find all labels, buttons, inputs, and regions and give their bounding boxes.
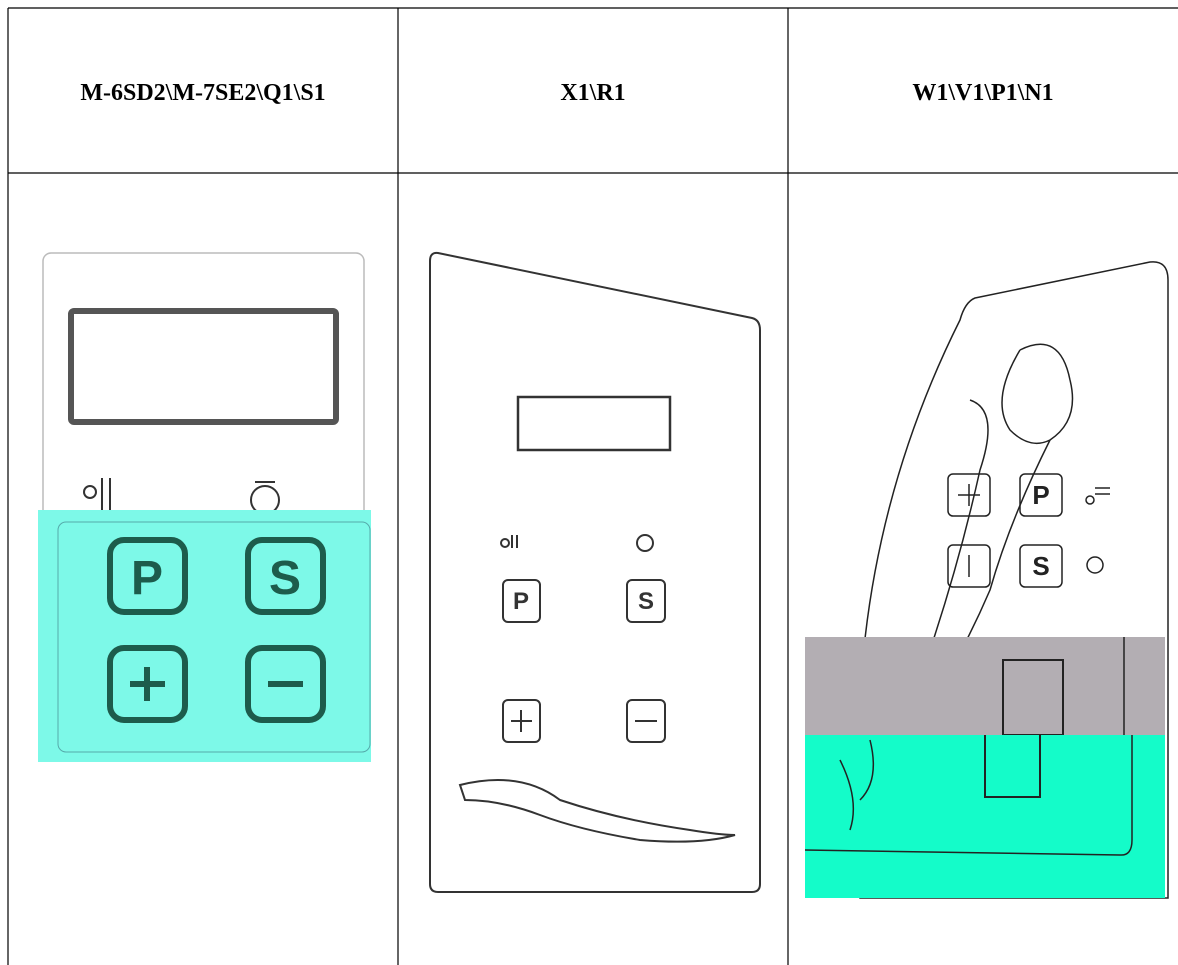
panel-3: P S	[804, 261, 1169, 899]
panel-2: P S	[429, 251, 761, 893]
table-grid	[7, 7, 1178, 965]
column-header: M-6SD2\M-7SE2\Q1\S1	[80, 80, 325, 106]
key-label: P	[1032, 480, 1049, 510]
key-label: P	[131, 552, 163, 605]
key-label: S	[638, 588, 654, 615]
column-header: W1\V1\P1\N1	[912, 80, 1053, 106]
key-label: S	[1032, 551, 1049, 581]
column-header: X1\R1	[560, 80, 625, 106]
key-label: S	[269, 552, 301, 605]
panel-1: P S	[38, 252, 371, 762]
key-label: P	[513, 588, 529, 615]
